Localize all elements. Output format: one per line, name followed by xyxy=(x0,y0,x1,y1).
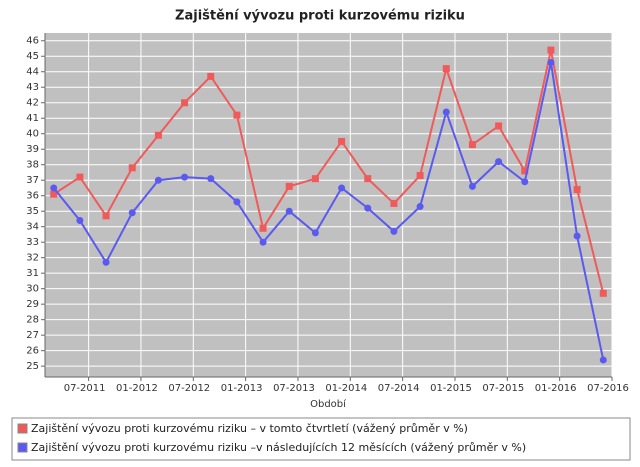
point xyxy=(547,58,555,66)
x-tick-label: 07-2013 xyxy=(273,383,315,394)
point xyxy=(50,184,58,192)
x-tick-label: 01-2014 xyxy=(325,383,367,394)
y-tick-label: 30 xyxy=(26,284,39,295)
series-line xyxy=(53,49,605,294)
y-tick-label: 37 xyxy=(26,175,39,186)
y-tick-label: 40 xyxy=(26,129,39,140)
point xyxy=(154,131,162,139)
legend-label: Zajištění vývozu proti kurzovému riziku … xyxy=(31,422,468,435)
point xyxy=(442,108,450,116)
legend-swatch xyxy=(17,442,28,453)
point xyxy=(128,164,136,172)
point xyxy=(442,65,450,73)
point xyxy=(390,227,398,235)
point xyxy=(338,184,346,192)
y-tick-label: 42 xyxy=(26,98,39,109)
x-tick-label: 07-2011 xyxy=(64,383,106,394)
point xyxy=(521,167,529,175)
point xyxy=(285,207,293,215)
y-tick-label: 34 xyxy=(26,222,39,233)
x-tick-label: 07-2014 xyxy=(378,383,420,394)
y-tick-label: 35 xyxy=(26,206,39,217)
point xyxy=(364,175,372,183)
legend-swatch xyxy=(17,423,28,434)
y-tick-label: 44 xyxy=(26,67,39,78)
point xyxy=(207,175,215,183)
point xyxy=(233,111,241,119)
point xyxy=(573,232,581,240)
point xyxy=(285,182,293,190)
y-tick-label: 32 xyxy=(26,253,39,264)
x-tick-label: 07-2016 xyxy=(587,383,629,394)
point xyxy=(181,173,189,181)
y-tick-label: 45 xyxy=(26,51,39,62)
y-tick-label: 28 xyxy=(26,315,39,326)
y-tick-label: 31 xyxy=(26,268,39,279)
y-tick-label: 43 xyxy=(26,82,39,93)
x-tick-label: 07-2015 xyxy=(482,383,524,394)
y-tick-label: 27 xyxy=(26,330,39,341)
point xyxy=(154,176,162,184)
y-tick-label: 38 xyxy=(26,160,39,171)
y-tick-label: 36 xyxy=(26,191,39,202)
point xyxy=(573,186,581,194)
y-tick-label: 29 xyxy=(26,299,39,310)
point xyxy=(364,204,372,212)
point xyxy=(259,238,267,246)
point xyxy=(311,229,319,237)
x-tick-label: 07-2012 xyxy=(168,383,210,394)
chart-title: Zajištění vývozu proti kurzovému riziku xyxy=(175,9,465,24)
point xyxy=(181,99,189,107)
y-tick-label: 26 xyxy=(26,346,39,357)
point xyxy=(599,289,607,297)
point xyxy=(547,46,555,54)
y-tick-label: 33 xyxy=(26,237,39,248)
point xyxy=(233,198,241,206)
point xyxy=(207,72,215,80)
point xyxy=(521,178,529,186)
x-axis-label: Období xyxy=(310,398,347,410)
point xyxy=(599,356,607,364)
y-tick-label: 41 xyxy=(26,113,39,124)
point xyxy=(50,190,58,198)
legend-box xyxy=(11,417,631,461)
point xyxy=(495,158,503,166)
point xyxy=(495,122,503,130)
y-tick-label: 39 xyxy=(26,144,39,155)
point xyxy=(102,258,110,266)
legend-label: Zajištění vývozu proti kurzovému riziku … xyxy=(31,441,526,454)
y-tick-label: 25 xyxy=(26,361,39,372)
y-tick-label: 46 xyxy=(26,36,39,47)
point xyxy=(468,141,476,149)
point xyxy=(259,224,267,232)
series-line xyxy=(52,62,605,361)
point xyxy=(311,175,319,183)
point xyxy=(76,216,84,224)
point xyxy=(338,137,346,145)
point xyxy=(468,182,476,190)
point xyxy=(76,173,84,181)
point xyxy=(416,203,424,211)
x-tick-label: 01-2015 xyxy=(430,383,472,394)
x-tick-label: 01-2013 xyxy=(221,383,263,394)
x-tick-label: 01-2012 xyxy=(116,383,158,394)
plot-area xyxy=(45,33,612,377)
point xyxy=(128,209,136,217)
point xyxy=(102,212,110,220)
point xyxy=(416,172,424,180)
x-tick-label: 01-2016 xyxy=(535,383,577,394)
point xyxy=(390,199,398,207)
